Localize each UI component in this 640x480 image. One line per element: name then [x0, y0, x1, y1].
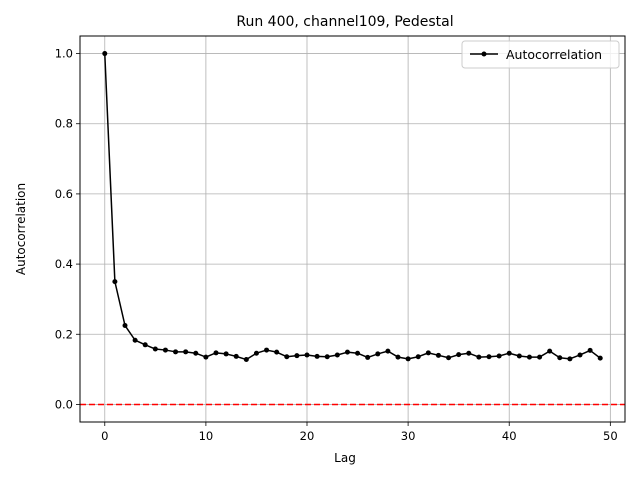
x-tick-label: 10	[199, 429, 214, 443]
x-tick-label: 40	[502, 429, 517, 443]
y-tick-label: 1.0	[55, 47, 73, 61]
data-point	[537, 354, 543, 360]
data-point	[152, 346, 158, 352]
data-point	[304, 352, 310, 358]
data-point	[284, 354, 290, 360]
data-point	[183, 349, 189, 355]
data-point	[496, 353, 502, 359]
data-point	[375, 351, 381, 357]
data-point	[324, 354, 330, 360]
y-axis-label: Autocorrelation	[14, 183, 28, 275]
legend-label: Autocorrelation	[506, 47, 602, 62]
data-point	[334, 352, 340, 358]
data-point	[547, 348, 553, 354]
data-point	[486, 354, 492, 360]
data-point	[435, 352, 441, 358]
x-axis-ticks: 0 10 20 30 40 50	[101, 422, 618, 443]
data-point	[365, 354, 371, 360]
x-tick-label: 20	[300, 429, 315, 443]
legend-marker-swatch	[481, 51, 487, 57]
data-point	[344, 349, 350, 355]
data-point	[193, 350, 199, 356]
data-point	[162, 347, 168, 353]
data-point	[567, 356, 573, 362]
data-point	[597, 355, 603, 361]
data-point	[142, 342, 148, 348]
legend-box	[461, 40, 620, 69]
data-point	[415, 354, 421, 360]
data-point	[173, 349, 179, 355]
data-point	[587, 347, 593, 353]
data-point	[425, 350, 431, 356]
data-point	[516, 353, 522, 359]
data-point	[253, 350, 259, 356]
data-point	[122, 323, 128, 328]
data-point	[233, 353, 239, 359]
data-point	[102, 51, 108, 57]
data-point	[557, 355, 563, 361]
data-point	[466, 350, 472, 356]
y-tick-label: 0.6	[55, 187, 73, 201]
x-tick-label: 0	[101, 429, 108, 443]
data-point	[213, 350, 219, 356]
data-point	[314, 353, 320, 359]
data-point	[243, 357, 249, 363]
data-point	[456, 352, 462, 358]
data-point	[112, 279, 118, 285]
grid	[80, 36, 625, 422]
data-point	[223, 351, 229, 357]
data-point	[506, 350, 512, 356]
legend: Autocorrelation	[461, 40, 620, 69]
x-axis-label: Lag	[334, 451, 356, 465]
data-point	[355, 350, 361, 356]
y-tick-label: 0.8	[55, 117, 73, 131]
data-point	[395, 354, 401, 360]
plot-frame	[79, 35, 626, 423]
data-point	[132, 337, 138, 343]
data-point	[203, 354, 209, 360]
data-point	[446, 355, 452, 361]
data-point	[577, 352, 583, 358]
data-point	[476, 354, 482, 360]
x-tick-label: 50	[603, 429, 618, 443]
y-tick-label: 0.2	[55, 327, 73, 341]
data-point	[385, 348, 391, 354]
data-point	[264, 347, 270, 353]
data-point	[526, 354, 532, 360]
chart-title: Run 400, channel109, Pedestal	[236, 14, 453, 30]
y-tick-label: 0.4	[55, 257, 73, 271]
data-point	[274, 349, 280, 355]
y-axis-ticks: 0.0 0.2 0.4 0.6 0.8 1.0	[55, 47, 80, 411]
series-autocorrelation	[102, 51, 603, 363]
x-tick-label: 30	[401, 429, 416, 443]
y-tick-label: 0.0	[55, 397, 73, 411]
data-point	[294, 353, 300, 359]
series-line	[104, 53, 601, 361]
data-point	[405, 356, 411, 362]
